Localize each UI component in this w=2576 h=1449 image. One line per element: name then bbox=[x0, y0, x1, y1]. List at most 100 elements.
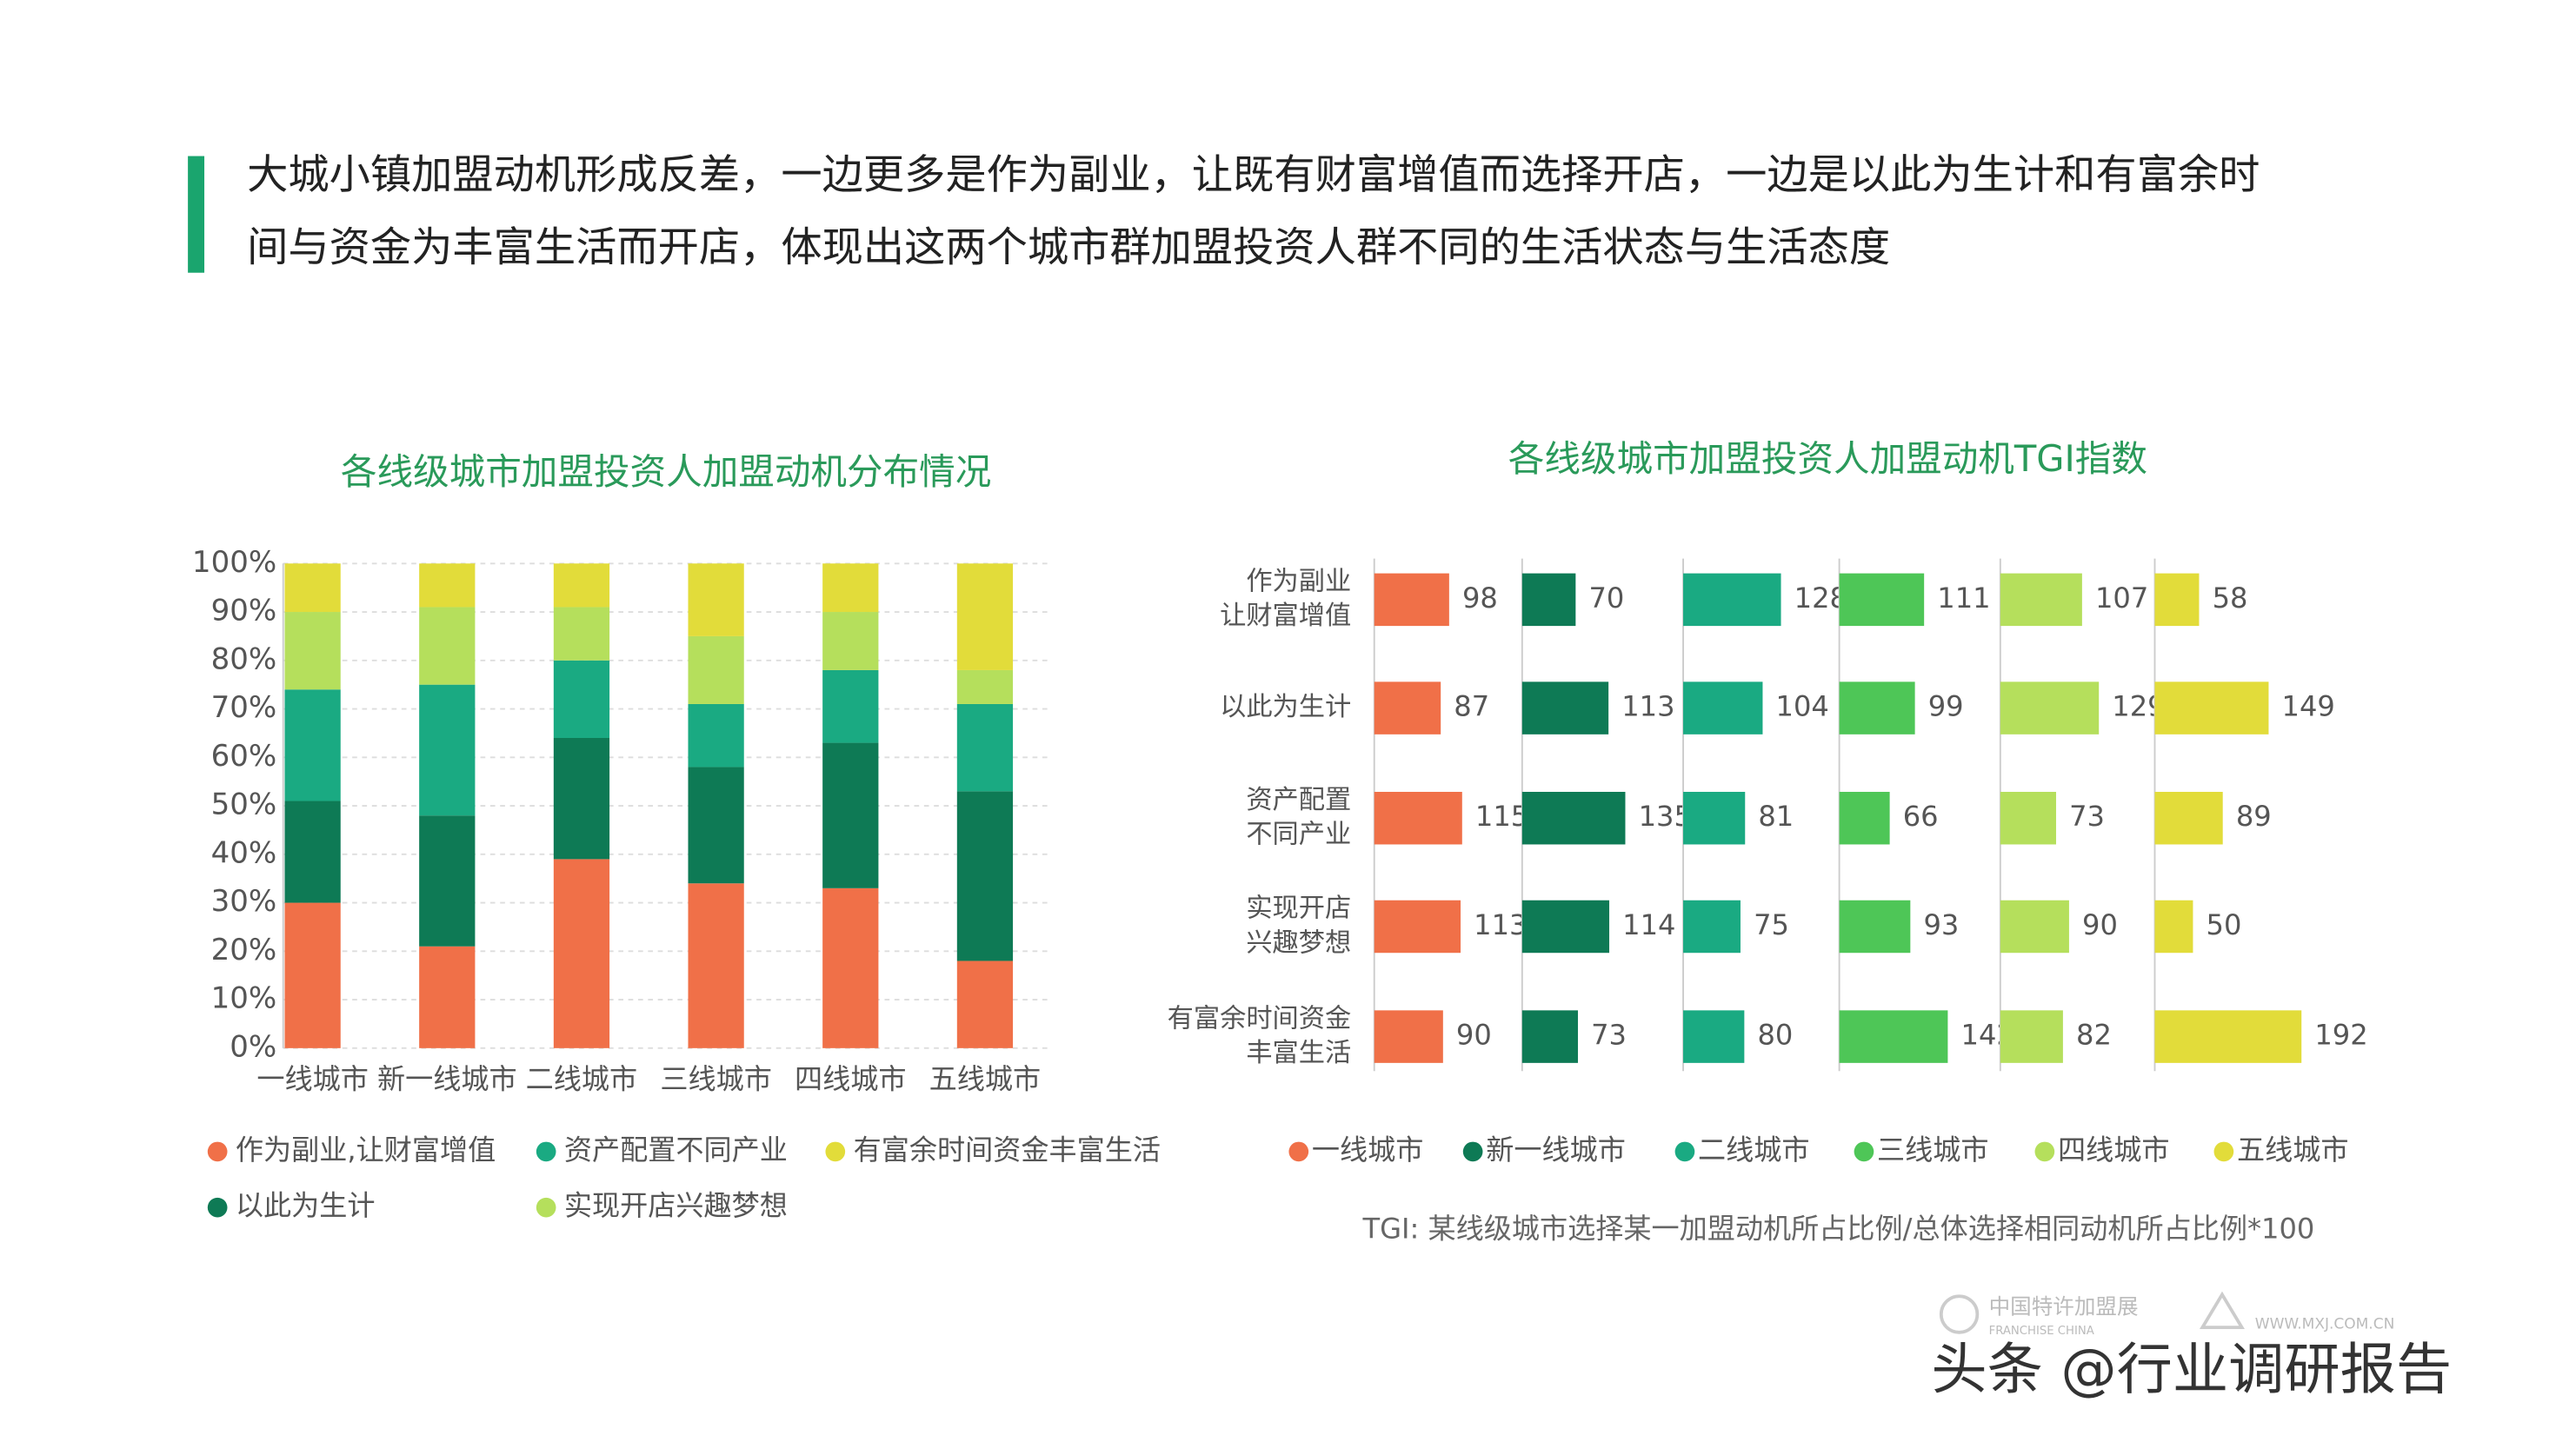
bar bbox=[2000, 681, 2100, 734]
bar-segment bbox=[284, 612, 341, 690]
x-tick-label: 新一线城市 bbox=[377, 1063, 517, 1096]
value-label: 50 bbox=[2207, 908, 2242, 941]
bar-segment bbox=[284, 801, 341, 903]
bar-segment bbox=[822, 887, 879, 1048]
x-tick-label: 二线城市 bbox=[526, 1063, 638, 1096]
bar bbox=[1374, 1010, 1443, 1063]
bar-segment bbox=[553, 563, 610, 608]
bar-segment bbox=[419, 607, 476, 685]
bar bbox=[1374, 573, 1449, 627]
bar-segment bbox=[688, 767, 744, 884]
bar-segment bbox=[822, 612, 879, 670]
bar-segment bbox=[688, 883, 744, 1048]
category-label: 不同产业 bbox=[1246, 820, 1351, 850]
legend-marker bbox=[825, 1141, 846, 1162]
bar bbox=[2154, 573, 2200, 627]
legend-label: 五线城市 bbox=[2237, 1133, 2349, 1167]
x-tick-label: 一线城市 bbox=[256, 1063, 369, 1096]
bar-segment bbox=[822, 742, 879, 888]
bar-segment bbox=[284, 902, 341, 1048]
value-label: 99 bbox=[1928, 690, 1964, 723]
category-label: 资产配置 bbox=[1246, 785, 1351, 815]
category-label: 有富余时间资金 bbox=[1168, 1003, 1352, 1034]
bar bbox=[1683, 573, 1781, 627]
legend-marker bbox=[536, 1141, 556, 1162]
y-tick-label: 80% bbox=[211, 641, 277, 676]
logo-icon bbox=[1939, 1294, 1980, 1334]
x-tick-label: 三线城市 bbox=[660, 1063, 772, 1096]
site-text: WWW.MXJ.COM.CN bbox=[2255, 1315, 2395, 1333]
value-label: 87 bbox=[1454, 690, 1489, 723]
legend-marker bbox=[1288, 1141, 1309, 1162]
category-label: 丰富生活 bbox=[1246, 1038, 1351, 1068]
y-tick-label: 60% bbox=[211, 739, 277, 774]
bar bbox=[1374, 900, 1461, 954]
bar bbox=[1839, 1010, 1948, 1063]
bar bbox=[1521, 573, 1576, 627]
value-label: 113 bbox=[1474, 908, 1527, 941]
value-label: 113 bbox=[1621, 690, 1674, 723]
legend-marker bbox=[2034, 1141, 2055, 1162]
y-tick-label: 40% bbox=[211, 835, 277, 870]
value-label: 70 bbox=[1588, 582, 1624, 615]
legend-label: 作为副业,让财富增值 bbox=[236, 1133, 496, 1167]
value-label: 90 bbox=[2082, 908, 2118, 941]
y-tick-label: 30% bbox=[211, 884, 277, 919]
y-tick-label: 70% bbox=[211, 690, 277, 725]
x-tick-label: 四线城市 bbox=[795, 1063, 906, 1096]
bar bbox=[2000, 573, 2082, 627]
bar-segment bbox=[956, 791, 1014, 961]
bar-segment bbox=[956, 703, 1014, 792]
logo-icon bbox=[2199, 1291, 2245, 1330]
value-label: 89 bbox=[2236, 800, 2272, 833]
bar bbox=[2000, 1010, 2063, 1063]
value-label: 114 bbox=[1622, 908, 1675, 941]
bar-segment bbox=[822, 563, 879, 613]
legend-label: 三线城市 bbox=[1877, 1133, 1989, 1167]
value-label: 82 bbox=[2076, 1019, 2112, 1052]
bar bbox=[2000, 900, 2069, 954]
bar-segment bbox=[419, 684, 476, 816]
bar-segment bbox=[419, 946, 476, 1048]
bar bbox=[1521, 681, 1609, 734]
bar bbox=[2000, 791, 2056, 845]
logo-text: 中国特许加盟展 bbox=[1989, 1293, 2139, 1319]
bar bbox=[1521, 900, 1610, 954]
bar bbox=[1683, 791, 1746, 845]
bar bbox=[1521, 1010, 1578, 1063]
bar-segment bbox=[419, 563, 476, 608]
legend-label: 资产配置不同产业 bbox=[564, 1133, 788, 1167]
value-label: 192 bbox=[2314, 1019, 2367, 1052]
value-label: 75 bbox=[1754, 908, 1789, 941]
legend-label: 二线城市 bbox=[1698, 1133, 1810, 1167]
value-label: 73 bbox=[1591, 1019, 1627, 1052]
chart-title: 各线级城市加盟投资人加盟动机TGI指数 bbox=[1508, 437, 2147, 480]
bar-segment bbox=[956, 563, 1014, 670]
bar-segment bbox=[419, 815, 476, 947]
bar bbox=[2154, 791, 2223, 845]
bar bbox=[1839, 681, 1915, 734]
category-label: 让财富增值 bbox=[1220, 601, 1351, 631]
bar-segment bbox=[284, 689, 341, 801]
x-tick-label: 五线城市 bbox=[929, 1063, 1042, 1096]
bar-segment bbox=[553, 737, 610, 860]
bar-segment bbox=[284, 563, 341, 613]
y-tick-label: 50% bbox=[211, 788, 277, 822]
bar bbox=[1839, 573, 1925, 627]
bar-segment bbox=[956, 669, 1014, 704]
value-label: 107 bbox=[2095, 582, 2148, 615]
bar bbox=[1521, 791, 1626, 845]
bar-segment bbox=[553, 607, 610, 661]
y-tick-label: 10% bbox=[211, 981, 277, 1016]
bar-segment bbox=[553, 859, 610, 1048]
bar bbox=[2154, 900, 2193, 954]
value-label: 115 bbox=[1475, 800, 1528, 833]
header-bar bbox=[188, 156, 205, 273]
logo-sub: FRANCHISE CHINA bbox=[1989, 1325, 2094, 1338]
bar bbox=[1683, 681, 1763, 734]
legend-label: 四线城市 bbox=[2058, 1133, 2170, 1167]
legend-marker bbox=[207, 1141, 228, 1162]
legend-marker bbox=[2213, 1141, 2234, 1162]
